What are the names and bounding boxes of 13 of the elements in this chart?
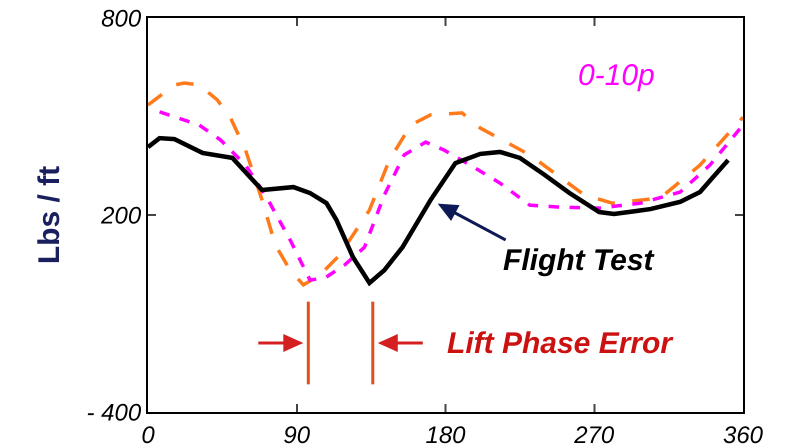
x-tick-label: 0 bbox=[141, 422, 156, 444]
x-tick-label: 270 bbox=[573, 422, 615, 444]
y-tick-label: 800 bbox=[101, 5, 142, 32]
y-tick-label: - 400 bbox=[86, 399, 142, 426]
series-label: Flight Test bbox=[503, 244, 656, 277]
line-series bbox=[158, 110, 743, 282]
x-tick-label: 180 bbox=[425, 422, 466, 444]
x-tick-label: 360 bbox=[722, 422, 764, 444]
y-tick-label: 200 bbox=[100, 202, 142, 230]
text: 0-10p bbox=[578, 59, 655, 92]
x-tick-label: 90 bbox=[283, 422, 311, 444]
annotation: Lift Phase Error bbox=[447, 327, 674, 360]
y-axis-title: Lbs / ft bbox=[32, 166, 66, 264]
